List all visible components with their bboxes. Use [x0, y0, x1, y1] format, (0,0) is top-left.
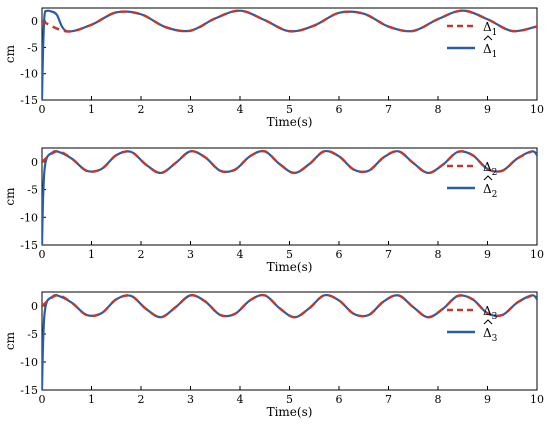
y-tick-label: -5 [27, 184, 38, 197]
x-axis-label: Time(s) [267, 405, 313, 419]
y-tick-label: 0 [31, 300, 38, 313]
x-tick-label: 5 [286, 103, 293, 116]
x-axis-label: Time(s) [267, 260, 313, 274]
x-tick-label: 9 [484, 248, 491, 261]
x-tick-label: 10 [530, 248, 544, 261]
x-tick-label: 6 [336, 248, 343, 261]
legend-subscript: 2 [492, 190, 498, 200]
x-tick-label: 9 [484, 103, 491, 116]
y-axis-label: cm [3, 44, 17, 63]
legend-hat-accent [483, 319, 493, 325]
legend-symbol: Δ [483, 326, 492, 340]
legend-label-2: Δ3 [483, 326, 498, 344]
legend-label-2: Δ1 [483, 42, 497, 60]
x-tick-label: 4 [237, 103, 244, 116]
x-tick-label: 1 [88, 393, 95, 406]
legend-subscript: 3 [492, 334, 498, 344]
legend-symbol: Δ [483, 182, 492, 196]
x-tick-label: 8 [435, 393, 442, 406]
x-tick-label: 10 [530, 393, 544, 406]
x-tick-label: 0 [39, 248, 46, 261]
series-line-estimate [42, 9, 537, 100]
x-tick-label: 5 [286, 393, 293, 406]
y-axis-label: cm [3, 331, 17, 350]
legend-symbol: Δ [483, 304, 492, 318]
x-tick-label: 4 [237, 393, 244, 406]
x-tick-label: 2 [138, 393, 145, 406]
legend-hat-accent [483, 35, 493, 41]
legend-label-1: Δ1 [483, 20, 497, 38]
y-tick-label: -10 [20, 356, 38, 369]
series-line-reference [42, 293, 533, 319]
x-tick-label: 2 [138, 248, 145, 261]
x-tick-label: 7 [385, 103, 392, 116]
plot-frame [41, 7, 538, 101]
x-tick-label: 5 [286, 248, 293, 261]
x-tick-label: 8 [435, 103, 442, 116]
x-tick-label: 1 [88, 103, 95, 116]
plot-frame [41, 147, 538, 246]
x-tick-label: 0 [39, 103, 46, 116]
x-tick-label: 3 [187, 393, 194, 406]
plot-frame [41, 291, 538, 391]
x-tick-label: 1 [88, 248, 95, 261]
x-tick-label: 8 [435, 248, 442, 261]
legend-label-1: Δ2 [483, 160, 497, 178]
x-tick-label: 10 [530, 103, 544, 116]
x-tick-label: 4 [237, 248, 244, 261]
y-tick-label: 0 [31, 156, 38, 169]
x-tick-label: 9 [484, 393, 491, 406]
legend-subscript: 2 [492, 168, 498, 178]
x-tick-label: 7 [385, 248, 392, 261]
x-tick-label: 7 [385, 393, 392, 406]
y-tick-label: -15 [20, 239, 38, 252]
series-line-reference [42, 149, 533, 175]
y-axis-label: cm [3, 187, 17, 206]
series-line-reference [42, 9, 537, 33]
x-tick-label: 3 [187, 248, 194, 261]
legend-label-1: Δ3 [483, 304, 498, 322]
y-tick-label: -5 [27, 41, 38, 54]
legend-subscript: 3 [492, 312, 498, 322]
y-tick-label: -15 [20, 94, 38, 107]
y-tick-label: -15 [20, 384, 38, 397]
legend-subscript: 1 [492, 50, 498, 60]
y-tick-label: -10 [20, 68, 38, 81]
legend-symbol: Δ [483, 42, 492, 56]
y-tick-label: 0 [31, 15, 38, 28]
legend-hat-accent [483, 175, 493, 181]
legend-symbol: Δ [483, 160, 492, 174]
x-tick-label: 0 [39, 393, 46, 406]
legend-label-2: Δ2 [483, 182, 497, 200]
x-tick-label: 3 [187, 103, 194, 116]
legend-subscript: 1 [492, 28, 498, 38]
x-tick-label: 6 [336, 103, 343, 116]
y-tick-label: -10 [20, 211, 38, 224]
x-axis-label: Time(s) [267, 115, 313, 129]
legend-symbol: Δ [483, 20, 492, 34]
x-tick-label: 2 [138, 103, 145, 116]
y-tick-label: -5 [27, 328, 38, 341]
x-tick-label: 6 [336, 393, 343, 406]
